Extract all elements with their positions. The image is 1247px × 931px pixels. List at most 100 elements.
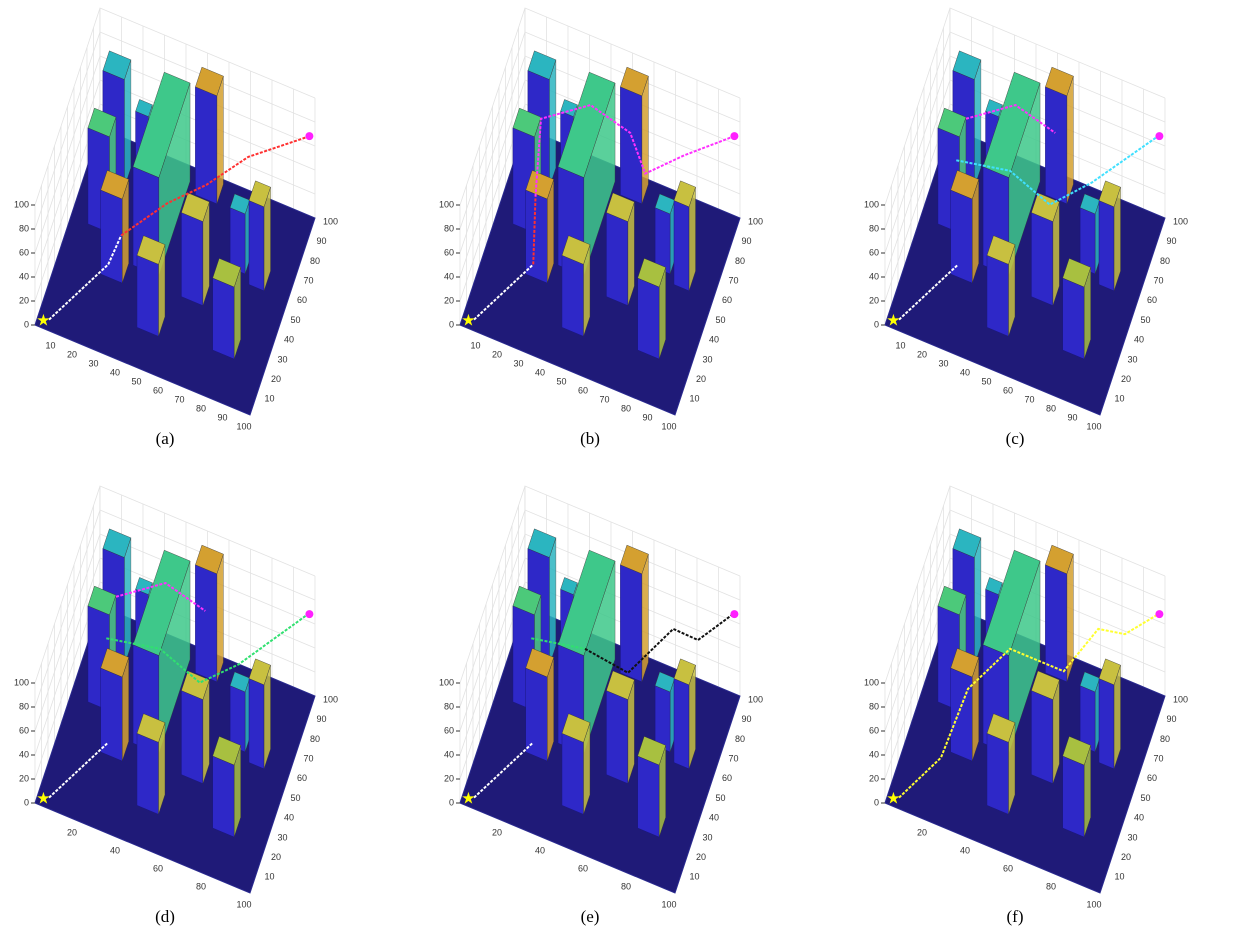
building-side: [124, 538, 130, 666]
z-tick-label: 20: [19, 295, 29, 305]
z-tick-label: 60: [19, 725, 29, 735]
x-tick-label: 70: [1024, 394, 1034, 404]
y-tick-label: 100: [748, 694, 763, 704]
x-tick-label: 10: [45, 340, 55, 350]
z-tick-label: 80: [19, 701, 29, 711]
z-tick-label: 80: [444, 701, 454, 711]
z-tick-label: 60: [444, 247, 454, 257]
x-tick-label: 70: [599, 394, 609, 404]
x-tick-label: 90: [642, 412, 652, 422]
z-tick-label: 100: [14, 199, 29, 209]
start-marker: ★: [36, 312, 50, 329]
start-marker: ★: [886, 312, 900, 329]
z-tick-label: 0: [449, 319, 454, 329]
building-front: [987, 255, 1009, 336]
building-front: [195, 565, 217, 682]
figure: ★020406080100102030405060708090100102030…: [0, 0, 1247, 931]
y-tick-label: 80: [735, 256, 745, 266]
x-tick-label: 80: [196, 403, 206, 413]
y-tick-label: 30: [1128, 832, 1138, 842]
y-tick-label: 40: [284, 813, 294, 823]
building-front: [606, 213, 628, 306]
building-side: [217, 554, 224, 682]
z-tick-label: 80: [19, 223, 29, 233]
y-tick-label: 90: [742, 236, 752, 246]
x-tick-label: 50: [131, 376, 141, 386]
y-tick-label: 50: [291, 315, 301, 325]
y-tick-label: 10: [265, 394, 275, 404]
building-front: [1099, 679, 1114, 769]
x-tick-label: 90: [217, 412, 227, 422]
x-tick-label: 10: [895, 340, 905, 350]
y-tick-label: 50: [291, 793, 301, 803]
z-tick-label: 60: [19, 247, 29, 257]
x-tick-label: 100: [236, 899, 251, 909]
x-tick-label: 90: [1067, 412, 1077, 422]
z-tick-label: 100: [439, 677, 454, 687]
building-front: [620, 565, 642, 682]
start-marker: ★: [461, 790, 475, 807]
z-tick-label: 80: [869, 223, 879, 233]
y-tick-label: 90: [1167, 236, 1177, 246]
y-tick-label: 40: [284, 335, 294, 345]
z-tick-label: 0: [874, 319, 879, 329]
y-tick-label: 60: [297, 295, 307, 305]
building-front: [674, 201, 689, 291]
y-tick-label: 50: [716, 793, 726, 803]
z-tick-label: 60: [869, 247, 879, 257]
goal-marker: [1155, 132, 1163, 140]
goal-marker: [1155, 610, 1163, 618]
y-tick-label: 100: [1173, 694, 1188, 704]
y-tick-label: 10: [690, 872, 700, 882]
x-tick-label: 10: [470, 340, 480, 350]
building-front: [195, 87, 217, 204]
y-tick-label: 90: [742, 714, 752, 724]
y-tick-label: 90: [1167, 714, 1177, 724]
x-tick-label: 50: [556, 376, 566, 386]
z-tick-label: 40: [869, 271, 879, 281]
building-side: [974, 538, 981, 666]
y-tick-label: 30: [1128, 354, 1138, 364]
y-tick-label: 80: [735, 734, 745, 744]
building-front: [1063, 756, 1085, 837]
y-tick-label: 10: [1115, 872, 1125, 882]
start-marker: ★: [36, 790, 50, 807]
x-tick-label: 20: [492, 349, 502, 359]
building-front: [674, 679, 689, 769]
y-tick-label: 70: [729, 275, 739, 285]
y-tick-label: 20: [1121, 374, 1131, 384]
y-tick-label: 80: [310, 734, 320, 744]
y-tick-label: 70: [304, 275, 314, 285]
building-front: [249, 201, 264, 291]
building-front: [951, 668, 973, 761]
y-tick-label: 20: [1121, 852, 1131, 862]
x-tick-label: 40: [535, 845, 545, 855]
building-front: [562, 255, 584, 336]
z-tick-label: 0: [874, 797, 879, 807]
x-tick-label: 20: [917, 349, 927, 359]
y-tick-label: 50: [1141, 793, 1151, 803]
y-tick-label: 80: [1160, 734, 1170, 744]
z-tick-label: 20: [444, 295, 454, 305]
y-tick-label: 60: [1147, 295, 1157, 305]
x-tick-label: 100: [661, 421, 676, 431]
y-tick-label: 70: [304, 753, 314, 763]
building-front: [1099, 201, 1114, 291]
goal-marker: [730, 610, 738, 618]
x-tick-label: 40: [110, 845, 120, 855]
x-tick-label: 30: [88, 358, 98, 368]
z-tick-label: 0: [449, 797, 454, 807]
building-side: [549, 538, 556, 666]
y-tick-label: 40: [1134, 335, 1144, 345]
x-tick-label: 60: [1003, 385, 1013, 395]
building-side: [217, 76, 224, 204]
plot-panel: ★020406080100102030405060708090100102030…: [855, 0, 1247, 465]
z-tick-label: 40: [444, 271, 454, 281]
y-tick-label: 70: [729, 753, 739, 763]
y-tick-label: 20: [696, 374, 706, 384]
y-tick-label: 100: [323, 216, 338, 226]
y-tick-label: 60: [722, 295, 732, 305]
plot-panel: ★020406080100102030405060708090100102030…: [5, 0, 420, 465]
panel-caption: (e): [581, 907, 600, 926]
building-front: [620, 87, 642, 204]
